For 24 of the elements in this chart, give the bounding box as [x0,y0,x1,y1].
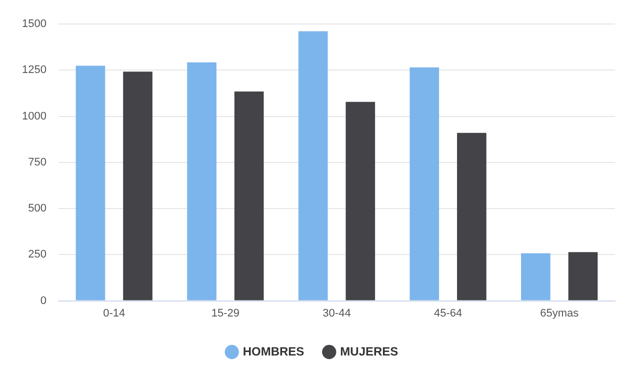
legend-label: HOMBRES [242,344,304,358]
bar [298,31,328,300]
y-tick-label: 0 [40,294,46,307]
x-tick-label: 0-14 [103,307,126,320]
bar [521,253,550,300]
y-tick-label: 500 [28,202,46,215]
bar [457,132,486,300]
bar [234,92,264,300]
y-tick-label: 1500 [22,18,46,30]
y-tick-label: 750 [28,156,46,168]
y-tick-label: 250 [28,248,46,261]
y-tick-label: 1250 [22,64,46,76]
bar [410,67,440,300]
bar [568,252,598,300]
bar [187,62,216,300]
bar [346,102,376,300]
bar [123,72,152,300]
x-tick-label: 15-29 [211,307,240,320]
y-tick-label: 1000 [22,110,46,122]
x-tick-label: 65ymas [540,307,580,320]
x-tick-label: 30-44 [322,307,351,320]
x-tick-label: 45-64 [434,307,462,320]
bar [76,66,106,300]
legend-label: MUJERES [340,344,398,358]
